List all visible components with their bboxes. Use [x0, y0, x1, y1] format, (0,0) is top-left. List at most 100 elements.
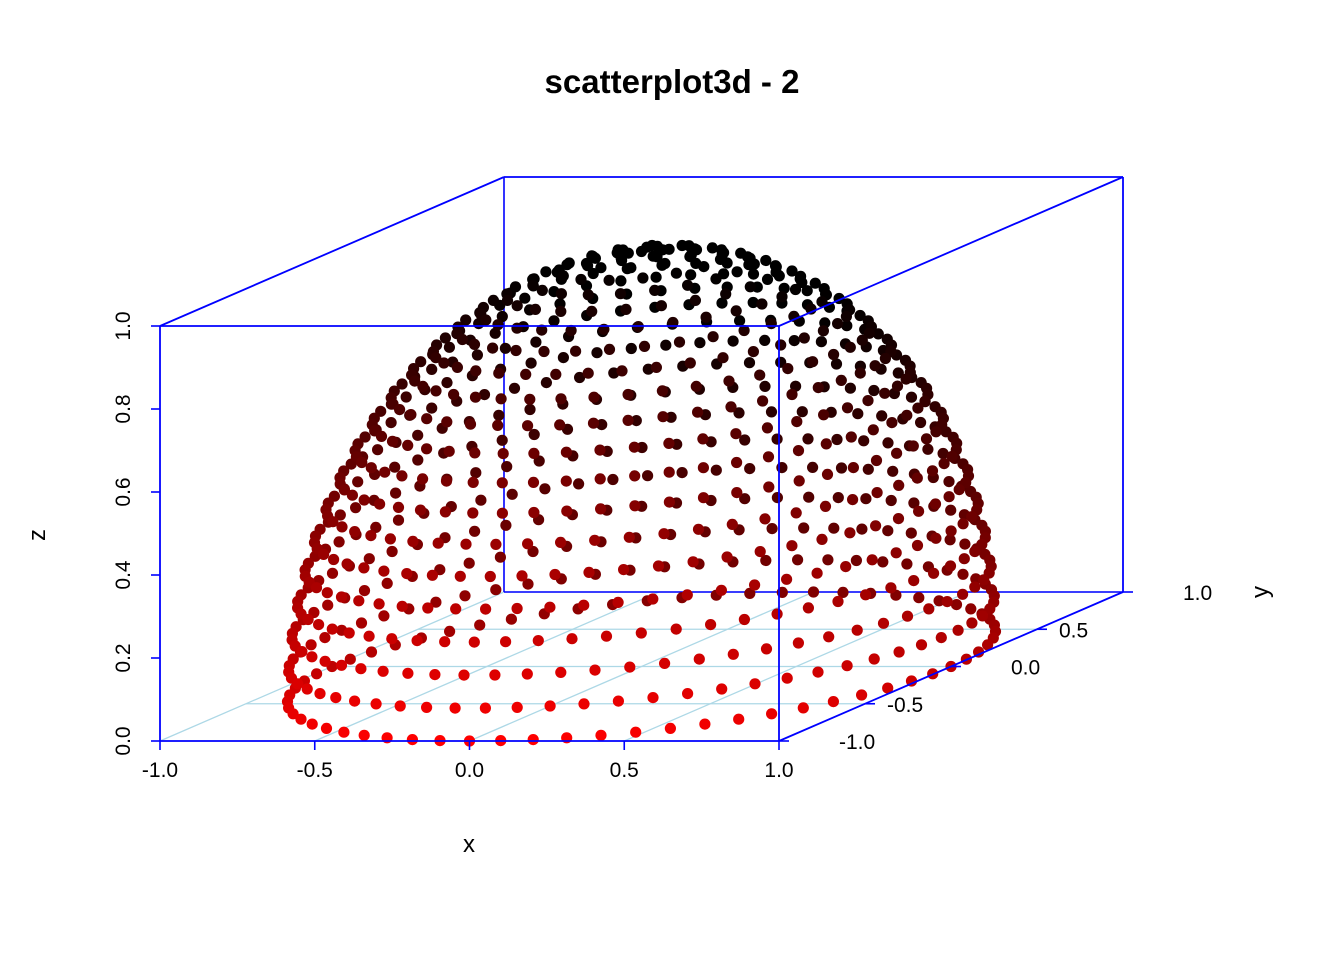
- data-point: [776, 291, 788, 303]
- data-point: [684, 357, 696, 369]
- data-point: [575, 273, 587, 286]
- data-point: [375, 430, 388, 442]
- data-point: [749, 678, 761, 690]
- data-point: [786, 388, 798, 401]
- data-point: [525, 357, 537, 369]
- data-point: [694, 337, 706, 349]
- data-point: [539, 483, 551, 495]
- data-point: [659, 257, 671, 270]
- data-point: [386, 545, 398, 558]
- data-point: [945, 504, 957, 516]
- box-edge: [778, 176, 1124, 327]
- data-point: [649, 284, 661, 296]
- data-point: [870, 454, 883, 467]
- data-point: [665, 411, 677, 423]
- data-point: [401, 568, 413, 580]
- data-point: [707, 331, 719, 343]
- x-tick-label: 0.0: [455, 759, 484, 782]
- data-point: [394, 404, 406, 416]
- data-point: [807, 461, 819, 473]
- data-point: [555, 288, 568, 300]
- data-point: [844, 527, 856, 539]
- data-point: [933, 595, 945, 607]
- data-point: [943, 476, 955, 488]
- data-point: [561, 505, 573, 517]
- data-point: [365, 646, 378, 658]
- data-point: [937, 447, 949, 460]
- data-point: [540, 266, 552, 278]
- data-point: [765, 406, 778, 418]
- data-point: [550, 368, 562, 380]
- data-point: [310, 582, 323, 594]
- point-cloud: [281, 239, 1002, 747]
- box-edge: [159, 176, 505, 327]
- data-point: [578, 599, 590, 611]
- data-point: [411, 635, 423, 647]
- data-point: [527, 476, 540, 488]
- data-point: [287, 708, 299, 720]
- data-point: [463, 557, 475, 569]
- data-point: [882, 682, 894, 694]
- data-point: [856, 689, 868, 701]
- data-point: [760, 643, 773, 655]
- data-point: [471, 349, 483, 361]
- data-point: [358, 585, 371, 597]
- data-point: [381, 577, 393, 590]
- data-point: [430, 596, 442, 608]
- data-point: [492, 419, 504, 431]
- data-point: [406, 734, 418, 746]
- data-point: [392, 514, 405, 526]
- data-point: [841, 402, 854, 414]
- data-point: [392, 501, 405, 513]
- data-point: [756, 298, 768, 310]
- data-point: [819, 500, 832, 512]
- data-point: [907, 440, 919, 452]
- data-point: [835, 374, 847, 386]
- data-point: [460, 538, 472, 550]
- data-point: [359, 431, 371, 443]
- data-point: [969, 581, 981, 593]
- data-point: [781, 573, 793, 585]
- data-point: [336, 521, 348, 533]
- data-point: [731, 266, 743, 278]
- data-point: [730, 305, 742, 317]
- data-point: [589, 534, 601, 546]
- data-point: [697, 462, 710, 474]
- data-point: [663, 496, 676, 508]
- data-point: [487, 294, 499, 306]
- data-point: [734, 315, 746, 327]
- data-point: [497, 448, 509, 460]
- data-point: [620, 303, 632, 315]
- data-point: [306, 718, 318, 730]
- data-point: [460, 314, 472, 326]
- data-point: [356, 456, 368, 469]
- data-point: [508, 382, 521, 394]
- x-tick-label: 1.0: [764, 759, 793, 782]
- data-point: [432, 537, 444, 549]
- data-point: [421, 443, 433, 455]
- data-point: [530, 336, 542, 348]
- data-point: [496, 310, 508, 323]
- data-point: [966, 511, 978, 523]
- data-point: [845, 431, 857, 443]
- data-point: [346, 489, 358, 501]
- data-point: [500, 519, 512, 531]
- data-point: [349, 526, 361, 538]
- data-point: [638, 340, 651, 352]
- data-point: [822, 554, 834, 566]
- data-point: [301, 683, 313, 695]
- data-point: [487, 342, 499, 354]
- data-point: [832, 492, 844, 504]
- data-point: [759, 513, 771, 525]
- data-point: [944, 560, 957, 572]
- data-point: [847, 494, 859, 506]
- data-point: [492, 319, 504, 331]
- data-point: [984, 603, 996, 615]
- data-point: [807, 356, 819, 368]
- data-point: [697, 433, 709, 445]
- data-point: [402, 439, 414, 451]
- data-point: [521, 668, 533, 680]
- data-point: [957, 568, 969, 580]
- data-point: [844, 341, 856, 353]
- data-point: [930, 426, 942, 438]
